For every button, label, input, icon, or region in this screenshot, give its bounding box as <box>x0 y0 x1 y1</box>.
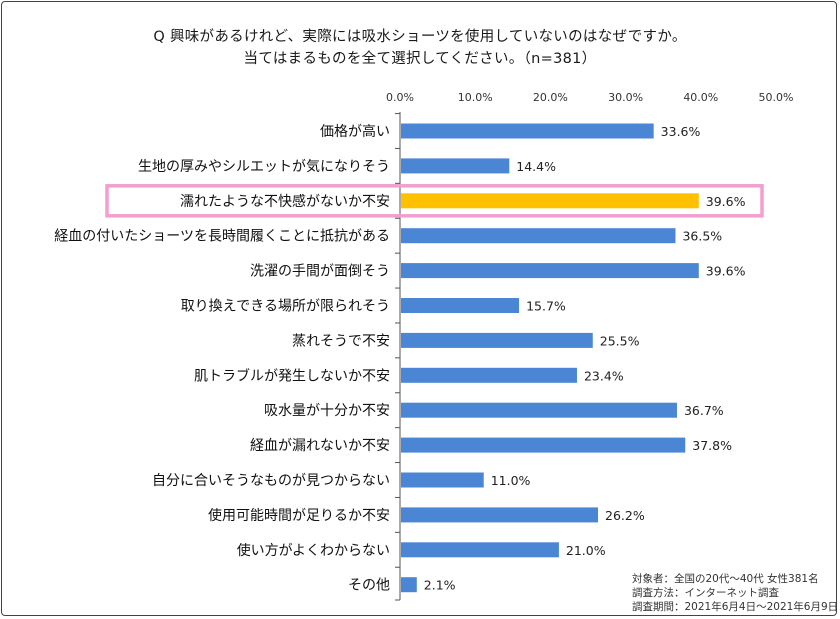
category-label: 使用可能時間が足りるか不安 <box>208 507 390 524</box>
chart-title-line-1: Q 興味があるけれど、実際には吸水ショーツを使用していないのはなぜですか。 <box>153 29 687 45</box>
value-label: 26.2% <box>605 508 645 523</box>
bar <box>401 472 484 488</box>
bar <box>401 367 577 383</box>
bar <box>401 228 676 244</box>
value-label: 39.6% <box>706 264 746 279</box>
bar <box>401 158 510 174</box>
value-label: 2.1% <box>424 578 456 593</box>
category-label: 経血の付いたショーツを長時間履くことに抵抗がある <box>54 229 390 245</box>
category-label: 濡れたような不快感がないか不安 <box>180 193 390 210</box>
value-label: 36.7% <box>684 403 724 418</box>
bar <box>401 332 593 348</box>
category-label: その他 <box>348 578 390 594</box>
x-tick-label: 40.0% <box>683 91 718 104</box>
value-label: 14.4% <box>516 159 556 174</box>
bar <box>401 437 686 453</box>
category-label: 洗濯の手間が面倒そう <box>250 264 390 280</box>
highlight-box <box>105 184 764 218</box>
category-label: 価格が高い <box>320 123 390 140</box>
value-label: 39.6% <box>706 194 746 209</box>
value-label: 25.5% <box>600 333 640 348</box>
category-label: 吸水量が十分か不安 <box>264 403 390 419</box>
value-label: 23.4% <box>584 368 624 383</box>
category-label: 自分に合いそうなものが見つからない <box>152 473 390 489</box>
category-label: 肌トラブルが発生しないか不安 <box>194 367 390 384</box>
x-tick-label: 20.0% <box>533 91 568 104</box>
bar <box>401 123 654 139</box>
bar-highlighted <box>401 193 699 209</box>
survey-notes: 対象者：全国の20代～40代 女性381名 調査方法：インターネット調査 調査期… <box>632 572 838 614</box>
x-tick-label: 50.0% <box>759 91 794 104</box>
bar <box>401 298 520 313</box>
bar <box>401 402 677 418</box>
x-tick-label: 10.0% <box>458 91 493 104</box>
note-method: 調査方法：インターネット調査 <box>632 587 779 599</box>
bar <box>401 577 417 593</box>
value-label: 11.0% <box>491 473 531 488</box>
bar <box>401 263 699 279</box>
category-label: 生地の厚みやシルエットが気になりそう <box>138 159 390 175</box>
note-target: 対象者：全国の20代～40代 女性381名 <box>632 573 819 585</box>
value-label: 21.0% <box>566 543 606 558</box>
category-label: 取り換えできる場所が限られそう <box>181 299 390 315</box>
value-label: 33.6% <box>661 124 701 139</box>
x-tick-label: 30.0% <box>608 91 643 104</box>
bar <box>401 507 599 523</box>
value-label: 37.8% <box>692 438 732 453</box>
category-label: 経血が漏れないか不安 <box>250 438 390 454</box>
category-label: 使い方がよくわからない <box>237 542 390 559</box>
value-label: 15.7% <box>526 299 566 314</box>
x-tick-label: 0.0% <box>386 91 414 104</box>
value-label: 36.5% <box>682 229 722 244</box>
bar <box>401 542 559 558</box>
chart-title-line-2: 当てはまるものを全て選択してください。（n=381） <box>243 51 597 67</box>
note-period: 調査期間：2021年6月4日～2021年6月9日 <box>632 601 839 613</box>
category-label: 蒸れそうで不安 <box>292 333 390 349</box>
